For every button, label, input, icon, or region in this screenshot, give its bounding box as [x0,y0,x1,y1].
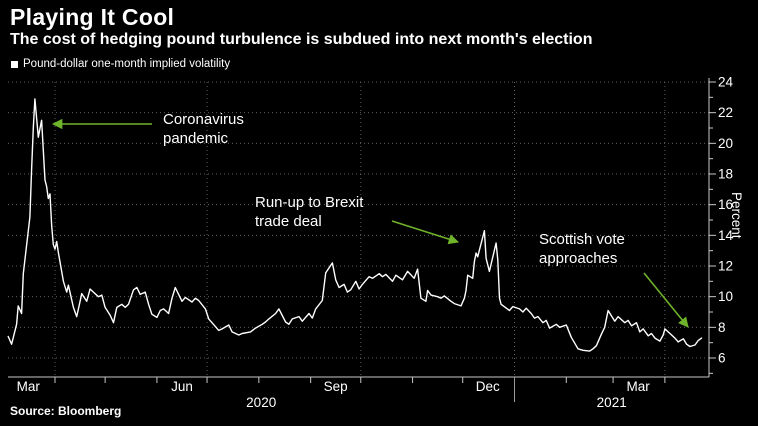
x-month-label: Jun [171,379,193,394]
annotation-coronavirus-pandemic: Coronavirus pandemic [163,111,244,147]
y-tick-label: 12 [718,259,733,274]
chart-subtitle: The cost of hedging pound turbulence is … [10,31,593,48]
y-tick-label: 16 [718,197,733,212]
y-tick-label: 10 [718,289,733,304]
y-axis-title: Percent [729,192,744,239]
legend-square-icon [11,60,18,68]
x-year-label: 2021 [597,395,627,410]
y-tick-label: 18 [718,167,733,182]
y-tick-label: 22 [718,105,733,120]
y-tick-label: 8 [718,320,726,335]
y-tick-label: 20 [718,136,733,151]
annotation-arrow-brexit-trade-deal [391,220,459,245]
legend: Pound-dollar one-month implied volatilit… [11,58,230,70]
x-year-label: 2020 [246,395,276,410]
y-tick-label: 6 [718,351,726,366]
x-month-label: Mar [17,379,41,394]
chart-title: Playing It Cool [10,4,175,30]
x-month-label: Sep [324,379,348,394]
annotation-scottish-vote: Scottish vote approaches [539,231,625,267]
legend-label: Pound-dollar one-month implied volatilit… [23,58,231,70]
y-tick-label: 24 [718,75,734,90]
x-month-label: Dec [476,379,500,394]
y-tick-label: 14 [718,228,734,243]
series-line [7,98,703,352]
annotation-arrow-scottish-vote [643,272,689,328]
source-credit: Source: Bloomberg [10,404,122,418]
annotation-brexit-trade-deal: Run-up to Brexit trade deal [255,194,364,230]
x-month-label: Mar [626,379,650,394]
